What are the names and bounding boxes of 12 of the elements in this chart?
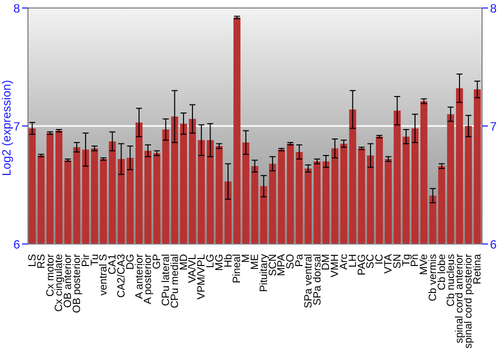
x-tick-label: A posterior [142,254,154,304]
x-tick-label: CPu medial [168,254,181,308]
y-tick-label: 7 [13,119,20,134]
y2-tick-label: 8 [490,1,497,16]
y2-tick-label: 6 [490,237,497,252]
x-tick-label: Cb lobe [436,254,448,290]
y-axis-title: Log2 (expression) [0,80,14,176]
y-tick-label: 8 [13,1,20,16]
y2-tick-label: 7 [490,119,497,134]
y-tick-label: 6 [13,237,20,252]
x-tick-label: LG [204,254,216,268]
x-tick-label: LH [346,254,359,268]
